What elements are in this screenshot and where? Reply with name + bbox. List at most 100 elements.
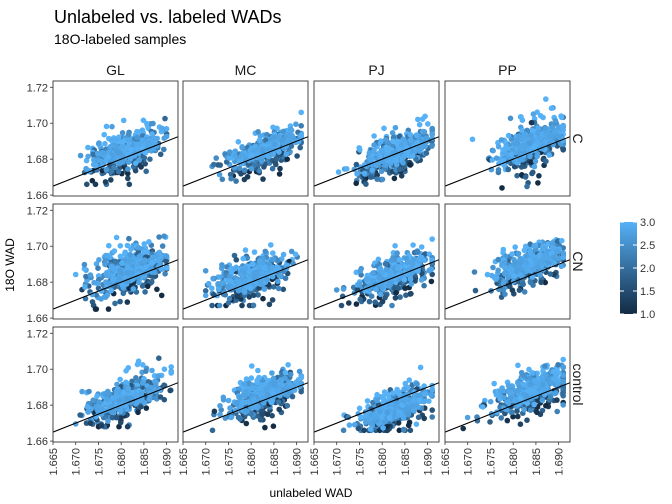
data-point <box>549 240 556 246</box>
data-point <box>528 159 535 166</box>
data-point <box>163 126 170 132</box>
data-point <box>287 371 294 378</box>
data-point <box>421 415 428 422</box>
data-point <box>242 278 249 284</box>
y-tick-label: 1.66 <box>27 190 48 202</box>
data-point <box>261 400 267 406</box>
data-point <box>554 238 561 245</box>
data-point <box>143 168 149 175</box>
reference-line <box>53 136 178 187</box>
data-point <box>98 422 105 429</box>
data-point <box>503 150 509 157</box>
data-point <box>117 253 124 260</box>
data-point <box>138 390 145 396</box>
data-point <box>505 166 512 173</box>
data-point <box>125 175 131 182</box>
data-point <box>532 143 538 150</box>
data-point <box>417 364 424 371</box>
reference-line <box>183 382 308 433</box>
data-point <box>136 279 142 286</box>
data-point <box>279 137 286 143</box>
data-point <box>542 138 549 145</box>
data-point <box>239 144 245 151</box>
data-point <box>293 379 300 386</box>
data-point <box>257 133 264 139</box>
data-point <box>285 132 292 138</box>
data-point <box>85 144 91 151</box>
data-point <box>246 268 252 274</box>
data-point <box>250 396 257 403</box>
data-point <box>167 387 173 394</box>
data-point <box>235 287 242 294</box>
data-point <box>400 136 407 142</box>
data-point <box>266 146 273 152</box>
data-point <box>495 256 502 263</box>
panel-points <box>202 242 301 309</box>
data-point <box>116 276 123 283</box>
data-point <box>522 174 529 180</box>
data-point <box>284 156 291 162</box>
data-point <box>134 142 140 148</box>
data-point <box>120 117 127 124</box>
data-point <box>274 125 280 132</box>
data-point <box>202 288 209 294</box>
data-point <box>374 391 380 398</box>
data-point <box>228 414 235 421</box>
data-point <box>158 292 165 299</box>
data-point <box>354 171 360 177</box>
data-point <box>421 143 428 149</box>
data-point <box>401 276 408 283</box>
data-point <box>514 172 520 179</box>
data-point <box>261 164 267 170</box>
data-point <box>163 265 170 271</box>
data-point <box>344 166 350 172</box>
data-point <box>233 257 240 263</box>
data-point <box>276 171 283 177</box>
data-point <box>401 427 407 433</box>
data-point <box>237 416 243 422</box>
data-point <box>210 275 216 282</box>
data-point <box>108 168 115 175</box>
data-point <box>541 246 547 252</box>
data-point <box>269 165 276 172</box>
data-point <box>429 236 436 242</box>
data-point <box>248 375 255 381</box>
data-point <box>260 382 266 389</box>
data-point <box>119 282 126 288</box>
data-point <box>340 427 347 434</box>
data-point <box>413 421 420 428</box>
data-point <box>524 183 530 190</box>
data-point <box>100 150 106 157</box>
data-point <box>116 423 122 430</box>
data-point <box>282 275 289 282</box>
data-point <box>106 280 113 287</box>
data-point <box>552 117 559 124</box>
panel-border <box>182 203 309 320</box>
data-point <box>108 287 114 294</box>
data-point <box>264 276 270 283</box>
data-point <box>544 129 551 136</box>
data-point <box>153 253 159 260</box>
data-point <box>469 136 476 143</box>
data-point <box>288 248 295 255</box>
data-point <box>282 369 289 376</box>
data-point <box>264 391 271 398</box>
data-point <box>293 121 299 127</box>
data-point <box>491 275 498 281</box>
data-point <box>91 157 97 163</box>
data-point <box>298 109 305 116</box>
data-point <box>146 239 152 245</box>
data-point <box>512 244 518 250</box>
data-point <box>395 420 402 426</box>
data-point <box>394 250 400 256</box>
data-point <box>413 132 420 139</box>
data-point <box>220 397 227 403</box>
data-point <box>559 237 565 244</box>
data-point <box>145 379 152 385</box>
data-point <box>288 127 295 134</box>
data-point <box>406 377 413 383</box>
chart-title: Unlabeled vs. labeled WADs <box>54 7 281 27</box>
data-point <box>366 298 373 305</box>
data-point <box>219 262 225 268</box>
